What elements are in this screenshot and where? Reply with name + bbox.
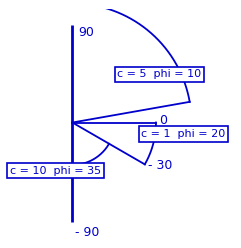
Text: c = 5  phi = 10: c = 5 phi = 10 xyxy=(117,69,201,79)
Text: - 30: - 30 xyxy=(148,159,173,172)
Text: 90: 90 xyxy=(78,26,94,39)
Text: c = 10  phi = 35: c = 10 phi = 35 xyxy=(10,166,101,176)
Text: c = 1  phi = 20: c = 1 phi = 20 xyxy=(141,129,226,139)
Text: - 90: - 90 xyxy=(75,226,99,239)
Text: 0: 0 xyxy=(160,114,167,127)
